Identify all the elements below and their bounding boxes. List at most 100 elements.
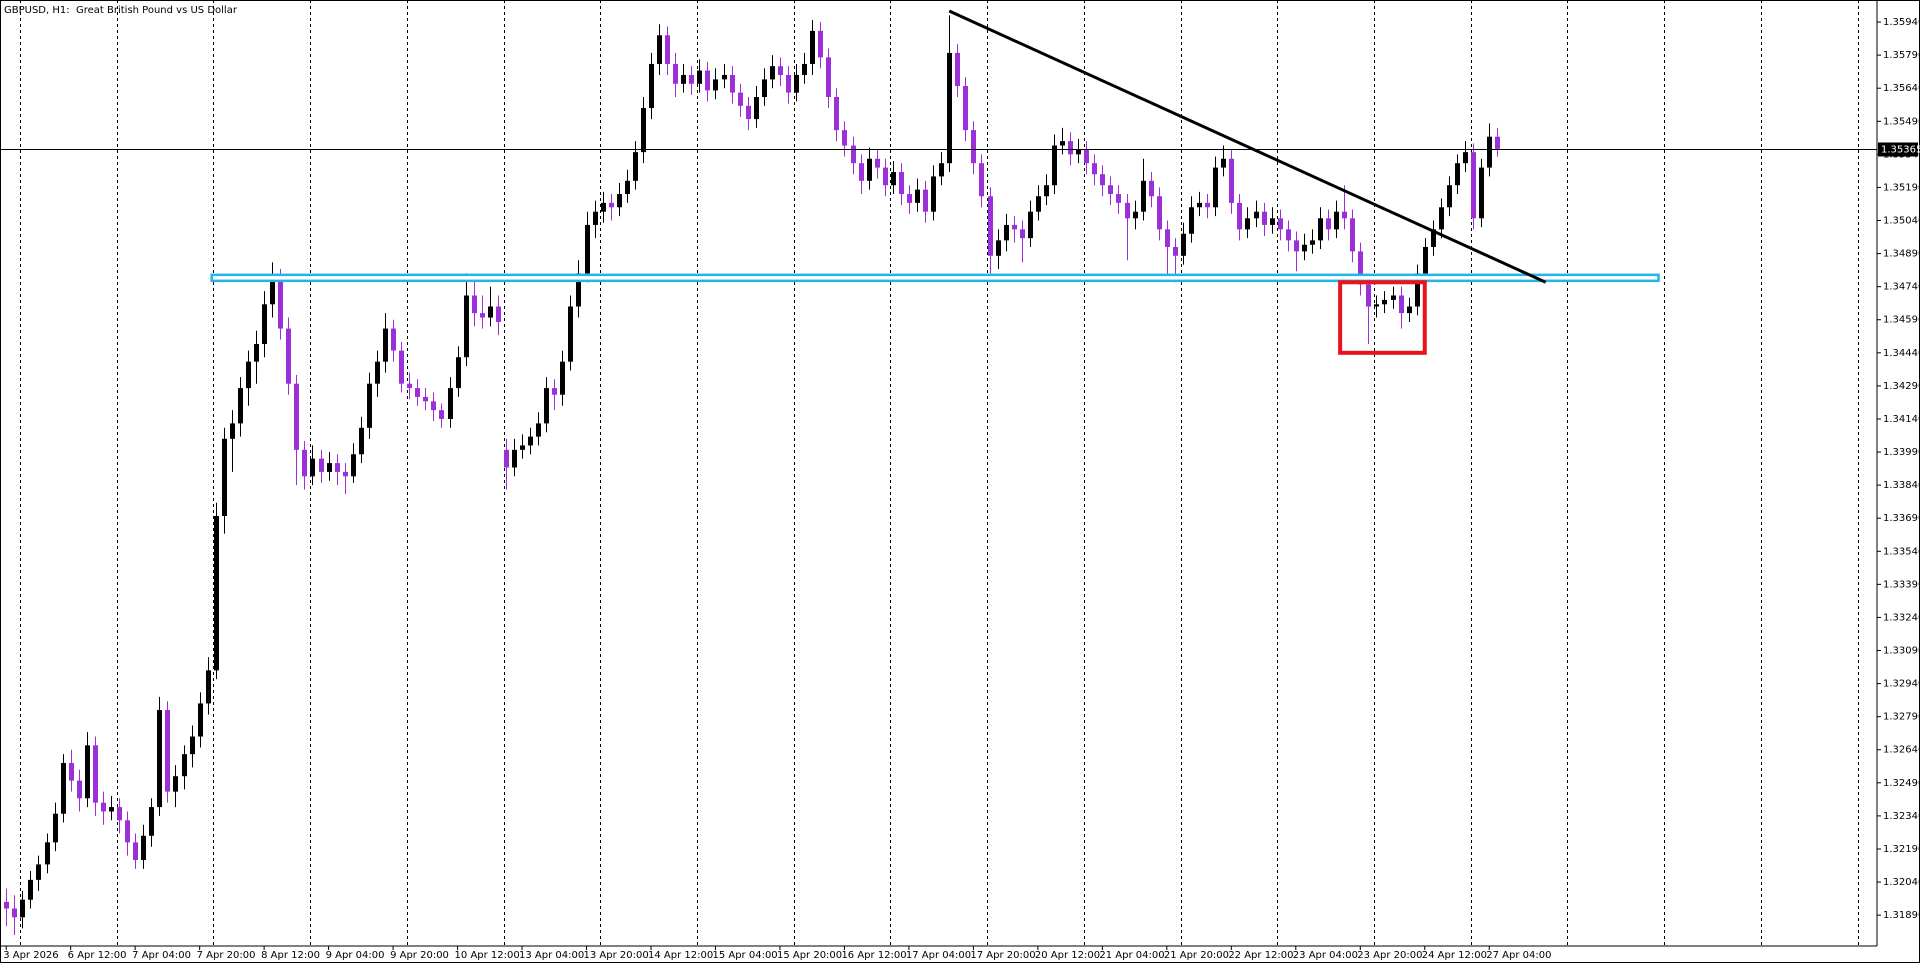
candle-body <box>867 158 872 181</box>
candle-body <box>512 449 517 468</box>
candle-body <box>1278 218 1283 230</box>
x-tick-label: 9 Apr 20:00 <box>390 950 449 961</box>
candle-body <box>778 66 783 75</box>
x-tick-label: 23 Apr 04:00 <box>1293 950 1358 961</box>
candle-body <box>883 167 888 186</box>
candle-body <box>294 383 299 450</box>
candle-body <box>859 163 864 181</box>
candle-body <box>472 295 477 314</box>
candle-body <box>431 401 436 411</box>
y-tick-label: 1.32190 <box>1883 844 1920 855</box>
candle-body <box>552 388 557 395</box>
candle-body <box>1463 152 1468 164</box>
candle-body <box>61 762 66 814</box>
candle-body <box>45 842 50 865</box>
candle-body <box>560 361 565 395</box>
candle-body <box>899 172 904 195</box>
candle-body <box>246 361 251 389</box>
candle-body <box>689 74 694 84</box>
candle-body <box>1116 194 1121 203</box>
candle-body <box>1213 167 1218 208</box>
candle-body <box>270 277 275 305</box>
candle-body <box>1326 218 1331 230</box>
candle-body <box>528 436 533 446</box>
price-label: 1.35365 <box>1881 145 1920 156</box>
y-tick-label: 1.31890 <box>1883 910 1920 921</box>
y-tick-label: 1.35490 <box>1883 116 1920 127</box>
x-tick-label: 3 Apr 2026 <box>3 950 58 961</box>
chart-title: GBPUSD, H1: Great British Pound vs US Do… <box>4 5 238 16</box>
x-tick-label: 24 Apr 12:00 <box>1422 950 1487 961</box>
candle-body <box>182 754 187 777</box>
candle-body <box>1366 284 1371 307</box>
candle-body <box>1221 158 1226 168</box>
candle-body <box>93 745 98 803</box>
candle-body <box>1205 202 1210 208</box>
candle-body <box>125 820 130 843</box>
candle-body <box>1133 211 1138 219</box>
candle-body <box>77 780 82 799</box>
y-tick-label: 1.35940 <box>1883 17 1920 28</box>
y-tick-label: 1.33840 <box>1883 480 1920 491</box>
x-tick-label: 27 Apr 04:00 <box>1486 950 1551 961</box>
drawings <box>0 9 1877 355</box>
candle-body <box>673 63 678 84</box>
x-tick-label: 10 Apr 12:00 <box>455 950 520 961</box>
candle-body <box>456 357 461 389</box>
candle-body <box>697 70 702 84</box>
candle-body <box>1342 211 1347 219</box>
y-tick-label: 1.33390 <box>1883 579 1920 590</box>
candle-body <box>1004 224 1009 241</box>
candle-body <box>705 70 710 91</box>
candle-body <box>891 172 896 186</box>
candles <box>4 15 1500 935</box>
candle-body <box>585 224 590 274</box>
candle-body <box>1391 295 1396 300</box>
candle-body <box>1100 174 1105 186</box>
candle-body <box>1237 202 1242 230</box>
x-tick-label: 9 Apr 04:00 <box>326 950 385 961</box>
candle-body <box>988 196 993 256</box>
candle-body <box>464 295 469 358</box>
candle-body <box>262 304 267 344</box>
candle-body <box>286 328 291 384</box>
candle-body <box>149 807 154 836</box>
candle-body <box>641 108 646 153</box>
candle-body <box>1415 273 1420 307</box>
y-tick-label: 1.35040 <box>1883 216 1920 227</box>
candle-body <box>617 194 622 208</box>
candle-body <box>1471 152 1476 219</box>
y-tick-label: 1.34740 <box>1883 282 1920 293</box>
candle-body <box>834 97 839 131</box>
candle-body <box>117 807 122 821</box>
candle-body <box>173 776 178 792</box>
candle-body <box>439 410 444 419</box>
candle-body <box>842 130 847 146</box>
y-tick-label: 1.35640 <box>1883 83 1920 94</box>
candle-body <box>1254 211 1259 219</box>
candle-body <box>480 313 485 318</box>
candle-body <box>762 79 767 98</box>
candle-body <box>1262 211 1267 225</box>
candle-body <box>1310 240 1315 245</box>
candle-body <box>1302 244 1307 252</box>
candle-body <box>1012 224 1017 230</box>
candle-body <box>875 158 880 168</box>
y-tick-label: 1.32640 <box>1883 745 1920 756</box>
candle-body <box>915 189 920 203</box>
candle-body <box>1495 136 1500 149</box>
candle-body <box>568 306 573 362</box>
candle-body <box>907 194 912 203</box>
candle-body <box>979 163 984 197</box>
candle-body <box>415 388 420 397</box>
candle-body <box>351 454 356 477</box>
candle-body <box>141 835 146 860</box>
candle-body <box>198 703 203 737</box>
candle-body <box>1044 185 1049 197</box>
candle-body <box>665 35 670 64</box>
y-tick-label: 1.34440 <box>1883 348 1920 359</box>
candle-body <box>1407 306 1412 314</box>
candle-body <box>375 361 380 384</box>
candle-body <box>1439 207 1444 230</box>
candle-body <box>319 458 324 472</box>
